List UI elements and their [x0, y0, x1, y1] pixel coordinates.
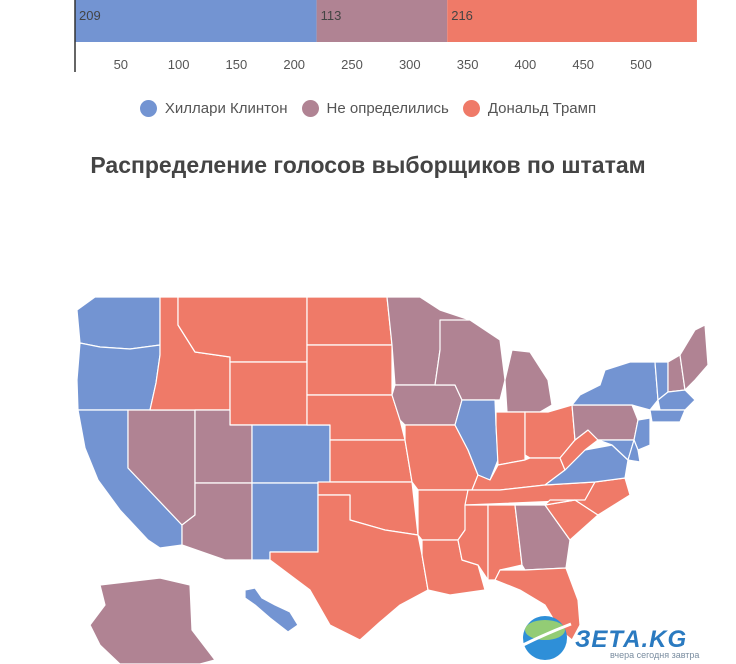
legend-item-clinton[interactable]: Хиллари Клинтон [139, 100, 288, 117]
legend-dot-trump [462, 100, 480, 117]
legend-item-trump[interactable]: Дональд Трамп [462, 100, 597, 117]
watermark-text: ЗЕТА.KG [575, 626, 688, 653]
x-tick-label-3: 200 [283, 57, 305, 72]
legend-dot-clinton [139, 100, 157, 117]
globe-icon [520, 616, 572, 660]
x-tick-label-0: 50 [114, 57, 128, 72]
x-tick-label-4: 250 [341, 57, 363, 72]
bar-segment-1[interactable] [316, 0, 448, 42]
state-alaska[interactable] [89, 577, 216, 664]
legend: Хиллари Клинтон Не определились Дональд … [0, 100, 736, 117]
state-oregon[interactable] [76, 342, 161, 411]
bar-value-label-2: 216 [451, 8, 473, 23]
legend-label-undecided: Не определились [326, 100, 449, 117]
x-tick-label-6: 350 [457, 57, 479, 72]
x-tick-label-9: 500 [630, 57, 652, 72]
state-north-dakota[interactable] [306, 296, 393, 346]
state-kansas[interactable] [329, 439, 413, 483]
state-michigan[interactable] [504, 349, 553, 413]
bar-value-label-0: 209 [79, 8, 101, 23]
bar-value-label-1: 113 [321, 8, 342, 23]
x-tick-label-8: 450 [572, 57, 594, 72]
state-arkansas[interactable] [417, 489, 469, 541]
state-montana[interactable] [177, 296, 308, 363]
map-title: Распределение голосов выборщиков по штат… [90, 152, 646, 178]
state-iowa[interactable] [391, 384, 463, 426]
state-hawaii[interactable] [244, 587, 299, 633]
x-tick-label-7: 400 [515, 57, 537, 72]
us-electoral-map [76, 296, 709, 664]
watermark-logo: ЗЕТА.KG вчера сегодня завтра [515, 604, 736, 664]
legend-label-trump: Дональд Трамп [487, 100, 597, 117]
state-new-mexico[interactable] [251, 482, 319, 561]
x-tick-label-5: 300 [399, 57, 421, 72]
state-delaware[interactable] [627, 439, 641, 463]
state-texas[interactable] [269, 494, 429, 641]
legend-dot-undecided [301, 100, 319, 117]
state-colorado[interactable] [251, 424, 331, 484]
x-tick-label-2: 150 [226, 57, 248, 72]
state-wyoming[interactable] [229, 361, 308, 426]
state-south-dakota[interactable] [306, 344, 393, 396]
state-maine[interactable] [679, 324, 709, 391]
state-pennsylvania[interactable] [571, 404, 639, 441]
electoral-votes-bar-chart: 209 113 216 50 100 150 200 250 300 350 400 450 500 [74, 0, 697, 72]
legend-label-clinton: Хиллари Клинтон [164, 100, 288, 117]
state-indiana[interactable] [495, 411, 526, 466]
state-washington[interactable] [76, 296, 161, 350]
x-tick-label-1: 100 [168, 57, 190, 72]
bar-segment-2[interactable] [447, 0, 697, 42]
legend-item-undecided[interactable]: Не определились [301, 100, 449, 117]
watermark-tagline: вчера сегодня завтра [610, 650, 700, 660]
bar-segment-0[interactable] [75, 0, 317, 42]
state-new-jersey[interactable] [633, 417, 651, 451]
state-connecticut[interactable] [649, 409, 686, 423]
state-new-york[interactable] [571, 361, 659, 411]
